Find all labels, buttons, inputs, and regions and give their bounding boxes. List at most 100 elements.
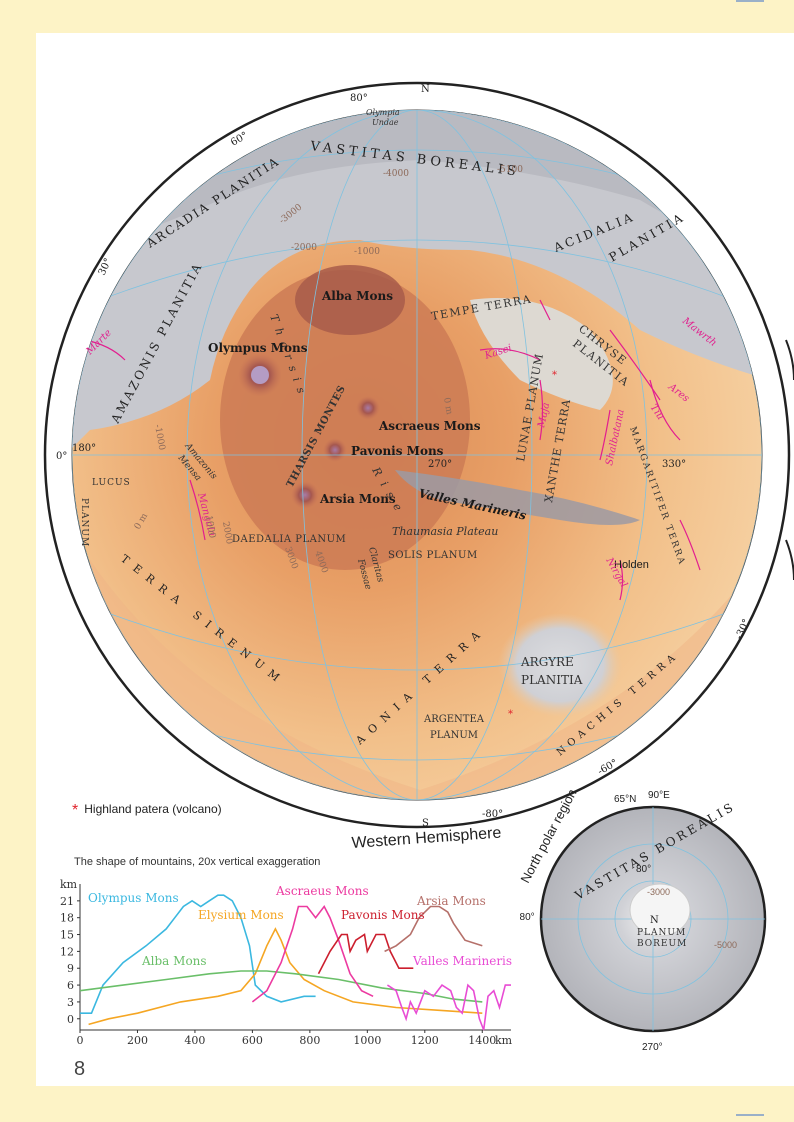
x-tick-label: 600 <box>242 1034 263 1047</box>
x-tick-label: 1200 <box>411 1034 439 1047</box>
y-tick-label: 6 <box>67 979 74 992</box>
page-corner-rule-top <box>736 0 764 2</box>
contour-m4000: -4000 <box>383 169 409 179</box>
series-line-arsia-mons <box>384 905 483 953</box>
olympus-summit <box>251 366 269 384</box>
northern-lowlands <box>72 110 762 460</box>
y-tick-label: 3 <box>67 996 74 1009</box>
x-tick-label: 800 <box>299 1034 320 1047</box>
contour-m2000: -2000 <box>291 243 317 253</box>
svg-text:*: * <box>508 709 513 720</box>
graticule <box>72 110 762 800</box>
contour-m1000-west: -1000 <box>152 424 166 452</box>
valley-networks <box>84 299 701 601</box>
label-alba-mons: Alba Mons <box>321 289 393 303</box>
adjacent-arc-bottom <box>785 539 794 581</box>
polar-planum: PLANUM <box>637 928 686 938</box>
polar-contour-3000: -3000 <box>647 887 670 897</box>
lon-180-label: 180° <box>72 443 96 454</box>
polar-lon-90e: 90°E <box>648 790 670 801</box>
y-tick-label: 0 <box>67 1013 74 1026</box>
patera-star-icon: * <box>72 802 79 819</box>
series-line-pavonis-mons <box>317 933 414 975</box>
label-argentea: ARGENTEA <box>423 714 485 725</box>
alba-dome <box>295 265 405 335</box>
adjacent-arc-top <box>785 339 794 381</box>
lon-330-label: 330° <box>662 459 686 470</box>
series-label-pavonis-mons: Pavonis Mons <box>341 908 425 922</box>
compass-north: N <box>421 84 430 95</box>
polar-ice-cap <box>629 883 691 937</box>
contour-1000: 1000 <box>203 515 217 540</box>
pavonis-caldera <box>323 438 347 462</box>
label-olympia-undae: Undae <box>372 118 399 127</box>
terrain-layer: * * <box>72 110 762 800</box>
y-tick-label: 9 <box>67 962 74 975</box>
polar-pole: N <box>650 915 659 926</box>
chryse-basin <box>470 298 613 410</box>
outer-rim <box>43 81 791 829</box>
series-label-olympus-mons: Olympus Mons <box>88 891 179 905</box>
argyre-basin <box>498 613 622 717</box>
patera-markers: * * <box>508 370 557 720</box>
polar-lon-270: 270° <box>642 1042 663 1053</box>
label-argyre: ARGYRE <box>520 655 574 669</box>
contour-0m-east: 0 m <box>441 397 454 416</box>
x-tick-label: 1400 <box>468 1034 496 1047</box>
x-tick-label: 1000 <box>353 1034 381 1047</box>
label-argyre-planitia: PLANITIA <box>521 673 583 687</box>
tharsis-dome <box>220 270 470 570</box>
legend-highland-patera: Highland patera (volcano) <box>84 802 222 816</box>
label-olympia: Olympia <box>366 108 400 117</box>
lat-0-label: 0° <box>56 451 67 462</box>
label-maja-valles: Maja <box>536 402 552 430</box>
y-tick-label: 15 <box>60 929 74 942</box>
svg-text:*: * <box>552 370 557 381</box>
compass-south: S <box>422 818 429 829</box>
contour-2000: 2000 <box>220 521 234 546</box>
label-daedalia-planum: DAEDALIA PLANUM <box>232 534 346 545</box>
x-axis-unit: km <box>495 1034 513 1047</box>
x-tick-label: 200 <box>127 1034 148 1047</box>
label-solis-planum: SOLIS PLANUM <box>388 550 478 561</box>
mountain-profile-chart[interactable]: 0 200 400 600 800 1000 1200 1400 0 3 6 9 12 15 18 21 km k… <box>58 872 518 1057</box>
lat-m30-label: -30° <box>734 617 753 641</box>
page-number: 8 <box>74 1058 86 1080</box>
label-argentea-planum: PLANUM <box>430 730 478 741</box>
series-label-elysium-mons: Elysium Mons <box>198 908 284 922</box>
y-axis-unit: km <box>60 878 78 891</box>
label-lucus-planum: PLANUM <box>79 498 89 547</box>
series-label-arsia-mons: Arsia Mons <box>416 894 486 908</box>
series-line-olympus-mons <box>80 894 316 1014</box>
y-tick-label: 21 <box>60 895 74 908</box>
polar-lon-180: 180° <box>520 912 535 923</box>
y-tick-label: 18 <box>60 912 74 925</box>
lat-80-label: 80° <box>350 93 368 104</box>
label-olympus-mons: Olympus Mons <box>208 341 308 355</box>
lon-270-label: 270° <box>428 459 452 470</box>
y-tick-label: 12 <box>60 945 74 958</box>
x-tick-label: 400 <box>184 1034 205 1047</box>
north-polar-map[interactable]: North polar region 65°N 90°E 180° 270° V… <box>520 780 794 1060</box>
lat-m80-label: -80° <box>482 809 503 820</box>
valles-marineris-canyon <box>395 470 640 525</box>
profile-chart-title: The shape of mountains, 20x vertical exa… <box>74 856 321 868</box>
series-line-ascraeus-mons <box>251 905 374 1003</box>
contour-m5100: -5100 <box>497 165 523 175</box>
page-corner-rule-bottom <box>736 1114 764 1116</box>
label-thaumasia-plateau: Thaumasia Plateau <box>392 525 498 538</box>
series-label-alba-mons: Alba Mons <box>141 954 207 968</box>
legend: * Highland patera (volcano) <box>72 802 222 820</box>
label-ascraeus-mons: Ascraeus Mons <box>378 419 481 433</box>
label-holden: Holden <box>614 559 649 571</box>
contour-m1000: -1000 <box>354 247 380 257</box>
label-lucus: LUCUS <box>92 478 131 488</box>
ascraeus-caldera <box>356 396 380 420</box>
polar-lat-65n: 65°N <box>614 794 636 805</box>
polar-contour-5000: -5000 <box>714 940 737 950</box>
series-line-valles-marineris <box>386 983 511 1031</box>
arsia-caldera <box>291 481 319 509</box>
x-tick-label: 0 <box>77 1034 84 1047</box>
series-label-valles-marineris: Valles Marineris <box>412 954 512 968</box>
